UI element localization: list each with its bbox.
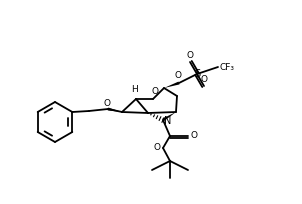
- Text: O: O: [191, 132, 198, 141]
- Text: H: H: [131, 85, 137, 94]
- Polygon shape: [164, 82, 179, 88]
- Polygon shape: [108, 108, 122, 112]
- Text: O: O: [104, 99, 111, 108]
- Text: O: O: [175, 71, 182, 81]
- Text: O: O: [153, 143, 160, 153]
- Text: O: O: [187, 51, 194, 60]
- Polygon shape: [162, 112, 176, 121]
- Text: O: O: [201, 74, 207, 83]
- Text: CF₃: CF₃: [220, 62, 234, 71]
- Text: O: O: [152, 88, 159, 96]
- Text: N: N: [164, 116, 172, 126]
- Text: S: S: [194, 69, 200, 79]
